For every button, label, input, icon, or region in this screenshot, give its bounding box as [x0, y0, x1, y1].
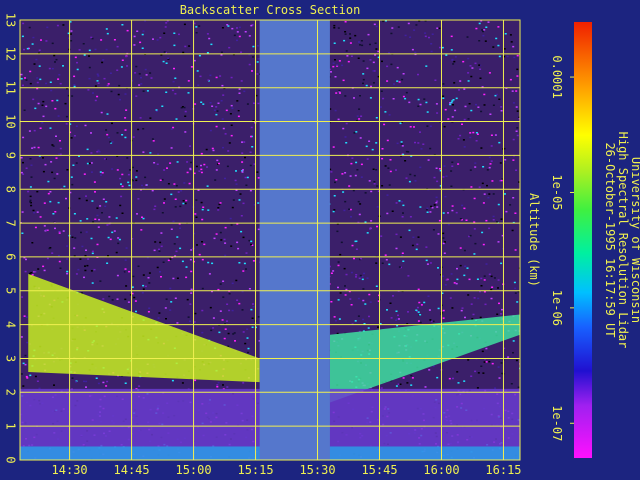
y-tick-label: 12 [4, 47, 18, 61]
colorbar-tick-label: 1e-05 [550, 174, 564, 210]
colorbar-tick-label: 0.0001 [550, 55, 564, 98]
y-tick-label: 2 [4, 389, 18, 396]
y-tick-label: 6 [4, 253, 18, 260]
y-tick-label: 10 [4, 114, 18, 128]
y-tick-label: 13 [4, 13, 18, 27]
gridlines [19, 19, 521, 461]
y-tick-label: 1 [4, 423, 18, 430]
no-data-band [259, 20, 330, 460]
annotation-line: 26-October-1995 16:17:59 UT [603, 142, 617, 337]
y-tick-label: 5 [4, 287, 18, 294]
y-tick-label: 7 [4, 219, 18, 226]
annotation-line: High Spectral Resolution Lidar [616, 132, 630, 349]
colorbar-gradient [574, 22, 592, 458]
y-tick-label: 4 [4, 321, 18, 328]
x-tick-label: 14:30 [52, 463, 88, 477]
plot-area [20, 20, 520, 460]
chart-title: Backscatter Cross Section [180, 3, 361, 17]
annotation-line: University of Wisconsin [629, 157, 640, 323]
x-tick-label: 14:45 [114, 463, 150, 477]
y-tick-label: 11 [4, 80, 18, 94]
y-tick-label: 9 [4, 152, 18, 159]
x-tick-label: 15:00 [175, 463, 211, 477]
colorbar-tick-label: 1e-06 [550, 290, 564, 326]
x-tick-label: 16:15 [485, 463, 521, 477]
x-tick-label: 16:00 [423, 463, 459, 477]
colorbar-tick-label: 1e-07 [550, 405, 564, 441]
colorbar: 0.0001 1e-05 1e-06 1e-07 [550, 22, 592, 458]
x-tick-label: 15:30 [299, 463, 335, 477]
y-tick-label: 8 [4, 186, 18, 193]
y-tick-label: 0 [4, 456, 18, 463]
y-tick-label: 3 [4, 355, 18, 362]
x-tick-label: 15:15 [237, 463, 273, 477]
feature-descending-cloud-layer [28, 273, 260, 383]
x-tick-label: 15:45 [361, 463, 397, 477]
y-axis-label: Altitude (km) [527, 193, 541, 287]
